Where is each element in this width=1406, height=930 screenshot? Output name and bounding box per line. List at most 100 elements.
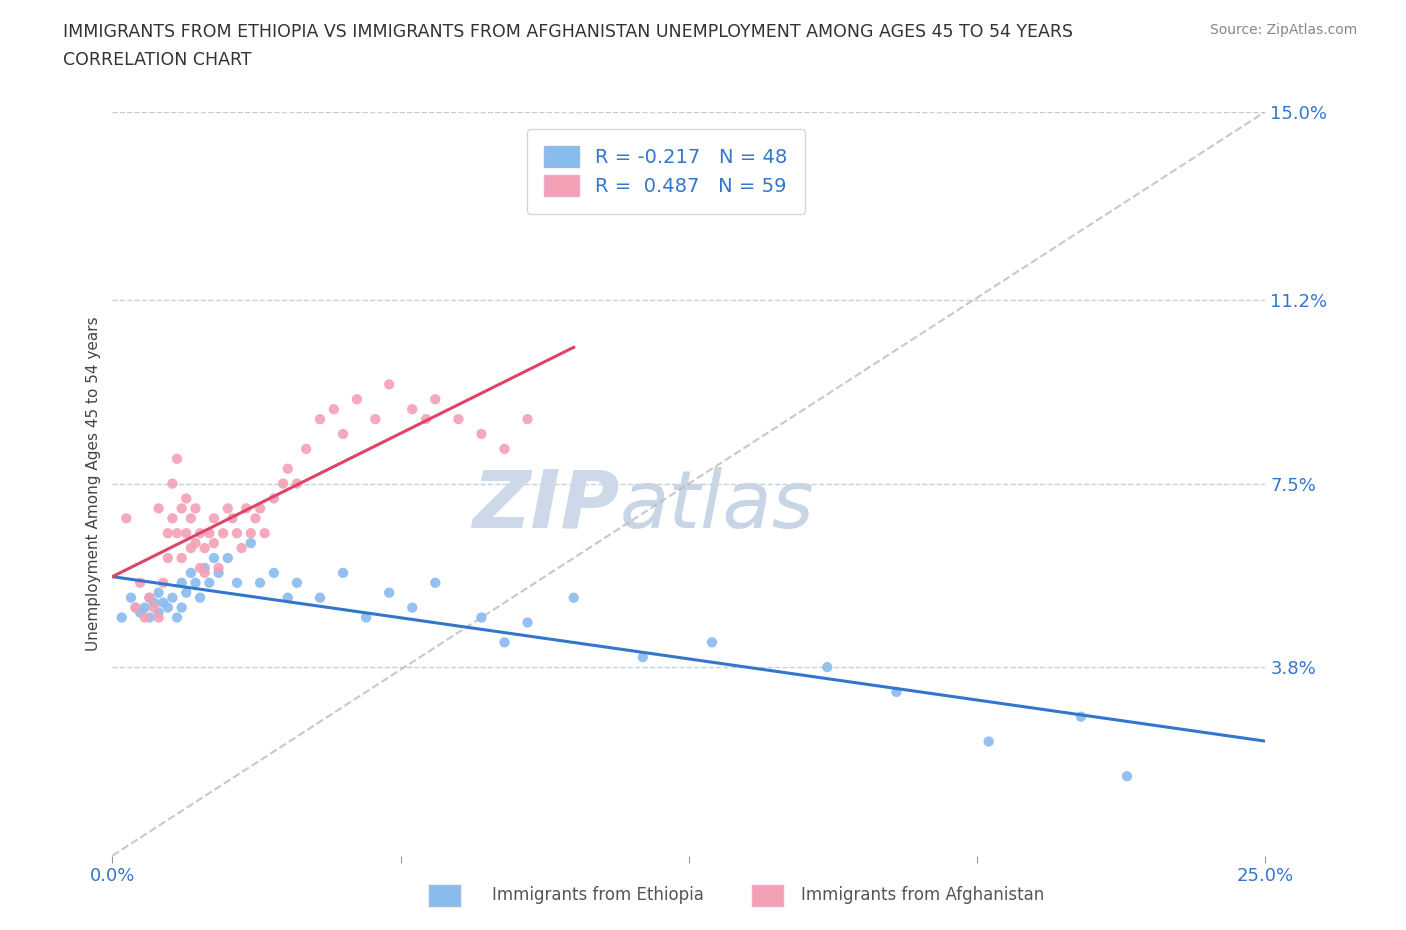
Point (138, 591, 160, 605)
Point (245, 511, 267, 525)
Legend: R = -0.217   N = 48, R =  0.487   N = 59: R = -0.217 N = 48, R = 0.487 N = 59 (527, 128, 804, 214)
Text: Immigrants from Afghanistan: Immigrants from Afghanistan (801, 886, 1045, 904)
Point (977, 734, 1000, 749)
Point (221, 511, 243, 525)
Point (886, 684, 908, 699)
Point (401, 402, 423, 417)
Point (174, 491, 197, 506)
Point (180, 540, 202, 555)
Point (134, 610, 156, 625)
Point (129, 605, 152, 620)
Point (138, 610, 160, 625)
Text: Source: ZipAtlas.com: Source: ZipAtlas.com (1209, 23, 1357, 37)
Point (129, 576, 152, 591)
Point (156, 525, 179, 540)
Point (124, 600, 146, 615)
Point (631, 650, 654, 665)
Point (143, 595, 166, 610)
Point (184, 576, 207, 591)
Point (378, 377, 401, 392)
Point (115, 511, 138, 525)
Point (354, 610, 377, 625)
Point (170, 576, 193, 591)
Point (170, 551, 193, 565)
Point (226, 525, 249, 540)
Point (111, 610, 134, 625)
Point (239, 536, 262, 551)
Point (170, 600, 193, 615)
Point (148, 501, 170, 516)
Point (207, 561, 229, 576)
Point (188, 525, 211, 540)
Point (212, 525, 235, 540)
Point (194, 565, 217, 580)
Point (162, 591, 184, 605)
Point (152, 576, 174, 591)
Point (285, 576, 308, 591)
Point (249, 501, 271, 516)
Point (378, 585, 401, 600)
Point (124, 600, 146, 615)
Point (516, 615, 538, 630)
Text: atlas: atlas (620, 467, 814, 545)
Point (202, 511, 225, 525)
Point (148, 585, 170, 600)
Point (332, 565, 354, 580)
Point (174, 525, 197, 540)
Y-axis label: Unemployment Among Ages 45 to 54 years: Unemployment Among Ages 45 to 54 years (86, 316, 101, 651)
Point (494, 442, 516, 457)
Point (364, 412, 387, 427)
Point (309, 591, 332, 605)
Text: CORRELATION CHART: CORRELATION CHART (63, 51, 252, 69)
Point (263, 491, 285, 506)
Point (271, 476, 294, 491)
Text: IMMIGRANTS FROM ETHIOPIA VS IMMIGRANTS FROM AFGHANISTAN UNEMPLOYMENT AMONG AGES : IMMIGRANTS FROM ETHIOPIA VS IMMIGRANTS F… (63, 23, 1073, 41)
Point (562, 591, 585, 605)
Point (188, 561, 211, 576)
Point (415, 412, 437, 427)
Point (194, 540, 217, 555)
Point (700, 635, 723, 650)
Point (156, 551, 179, 565)
Point (217, 501, 239, 516)
Point (152, 595, 174, 610)
Point (1070, 710, 1092, 724)
Point (180, 565, 202, 580)
Point (188, 591, 211, 605)
Point (309, 412, 332, 427)
Point (202, 551, 225, 565)
Point (170, 501, 193, 516)
Point (138, 591, 160, 605)
Point (447, 412, 470, 427)
Point (516, 412, 538, 427)
Point (226, 576, 249, 591)
Point (332, 427, 354, 442)
Point (207, 565, 229, 580)
Point (166, 451, 188, 466)
Point (815, 659, 838, 674)
Point (174, 585, 197, 600)
Point (162, 511, 184, 525)
Point (120, 591, 142, 605)
Point (249, 576, 271, 591)
Point (198, 576, 221, 591)
Point (346, 392, 368, 406)
Text: ZIP: ZIP (472, 467, 620, 545)
Point (166, 610, 188, 625)
Point (253, 525, 276, 540)
Point (134, 600, 156, 615)
Point (470, 427, 492, 442)
Point (231, 540, 253, 555)
Point (202, 536, 225, 551)
Point (184, 501, 207, 516)
Point (263, 565, 285, 580)
Point (217, 551, 239, 565)
Point (184, 536, 207, 551)
Point (494, 635, 516, 650)
Point (425, 392, 447, 406)
Point (162, 476, 184, 491)
Point (277, 461, 299, 476)
Point (470, 610, 492, 625)
Point (166, 525, 188, 540)
Point (198, 525, 221, 540)
